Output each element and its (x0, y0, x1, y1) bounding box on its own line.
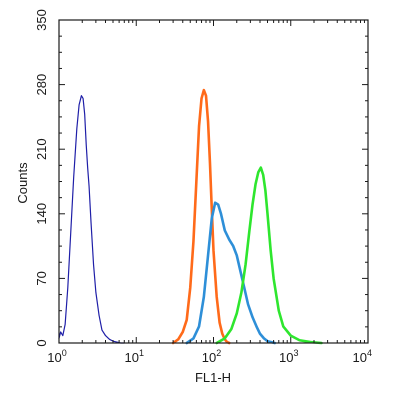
x-tick-exponent-3: 3 (294, 348, 299, 358)
x-tick-base-1: 10 (125, 350, 139, 365)
series-2 (185, 201, 277, 345)
y-tick-label-5: 350 (34, 9, 49, 31)
plot-frame (58, 19, 369, 344)
y-tick-label-3: 210 (34, 138, 49, 160)
y-tick-label-group-4: 280 (34, 74, 49, 96)
x-tick-label-4: 104 (353, 348, 372, 365)
y-tick-label-group-5: 350 (34, 9, 49, 31)
x-tick-exponent-4: 4 (367, 348, 372, 358)
y-tick-label-1: 70 (34, 271, 49, 285)
y-tick-label-group-0: 0 (34, 339, 49, 346)
x-tick-label-1: 101 (125, 348, 144, 365)
x-tick-exponent-2: 2 (216, 348, 221, 358)
y-tick-label-2: 140 (34, 203, 49, 225)
x-tick-base-2: 10 (202, 350, 216, 365)
series-0 (58, 95, 125, 344)
y-tick-label-0: 0 (34, 339, 49, 346)
series-line-0 (58, 95, 125, 344)
series-1 (171, 88, 231, 345)
y-tick-label-group-2: 140 (34, 203, 49, 225)
y-tick-label-4: 280 (34, 74, 49, 96)
x-tick-base-4: 10 (353, 350, 367, 365)
x-tick-label-3: 103 (279, 348, 298, 365)
series-line-3 (215, 166, 323, 345)
series-line-1 (171, 88, 231, 345)
y-tick-label-group-3: 210 (34, 138, 49, 160)
x-tick-exponent-0: 0 (62, 348, 67, 358)
series-3 (215, 166, 323, 345)
x-tick-exponent-1: 1 (139, 348, 144, 358)
x-axis-title: FL1-H (195, 370, 231, 385)
x-tick-base-0: 10 (47, 350, 61, 365)
series-layer (58, 88, 323, 345)
y-tick-label-group-1: 70 (34, 271, 49, 285)
series-line-2 (185, 201, 277, 345)
x-tick-base-3: 10 (279, 350, 293, 365)
x-tick-label-0: 100 (47, 348, 66, 365)
y-axis-title-group: Counts (15, 162, 30, 204)
x-tick-label-2: 102 (202, 348, 221, 365)
y-axis-title: Counts (15, 162, 30, 204)
